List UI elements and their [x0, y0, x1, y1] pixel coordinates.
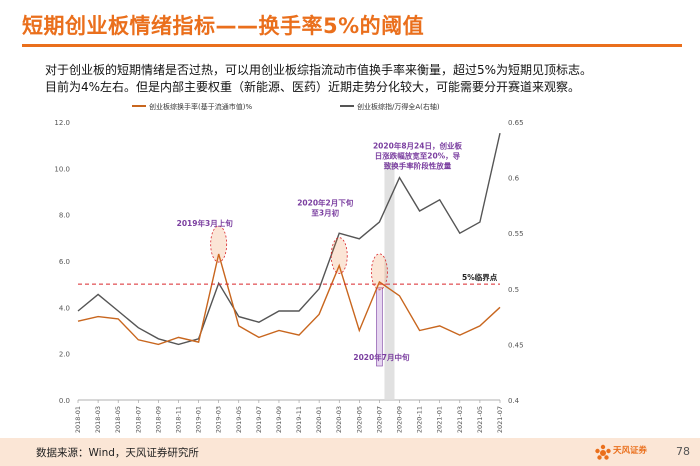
x-tick-label: 2019-05	[235, 406, 243, 433]
y-right-tick-label: 0.55	[508, 230, 524, 238]
legend-label-index: 创业板综指/万得全A(右轴)	[357, 102, 440, 111]
y-left-tick-label: 0.0	[59, 397, 70, 405]
x-tick-label: 2018-01	[74, 406, 82, 433]
description: 对于创业板的短期情绪是否过热，可以用创业板综指流动市值换手率来衡量，超过5%为短…	[45, 62, 675, 96]
annotation-text: 日涨跌幅放宽至20%，导	[375, 150, 461, 160]
x-tick-label: 2018-05	[114, 406, 122, 433]
x-tick-label: 2019-09	[275, 406, 283, 433]
y-left-tick-label: 2.0	[59, 351, 70, 359]
y-left-tick-label: 10.0	[54, 165, 70, 173]
y-left-tick-label: 12.0	[54, 119, 70, 127]
footer: 数据来源：Wind，天风证券研究所 天风证券 78	[0, 438, 700, 466]
description-line-1: 对于创业板的短期情绪是否过热，可以用创业板综指流动市值换手率来衡量，超过5%为短…	[45, 63, 593, 77]
x-tick-label: 2018-07	[134, 406, 142, 433]
legend-label-turnover: 创业板综换手率(基于流通市值)%	[149, 102, 252, 111]
page-number: 78	[676, 445, 690, 458]
x-tick-label: 2020-03	[335, 406, 343, 433]
x-tick-label: 2020-05	[355, 406, 363, 433]
x-tick-label: 2018-11	[174, 406, 182, 433]
y-left-tick-label: 4.0	[59, 304, 70, 312]
x-tick-label: 2018-03	[94, 406, 102, 433]
y-left-tick-label: 8.0	[59, 212, 70, 220]
x-tick-label: 2019-03	[215, 406, 223, 433]
line-turnover	[77, 253, 501, 346]
x-tick-label: 2021-05	[476, 406, 484, 433]
annotation-text: 2020年8月24日，创业板	[373, 140, 463, 150]
annotation-ellipse	[330, 237, 348, 275]
data-source: 数据来源：Wind，天风证券研究所	[36, 447, 199, 459]
annotation-ellipse	[210, 225, 228, 263]
threshold-label: 5%临界点	[462, 272, 498, 282]
y-right-tick-label: 0.5	[508, 286, 519, 294]
x-tick-label: 2019-11	[295, 406, 303, 433]
y-left-tick-label: 6.0	[59, 258, 70, 266]
annotation-text: 至3月初	[311, 208, 339, 218]
line-index-ratio	[77, 132, 501, 346]
y-right-tick-label: 0.65	[508, 119, 524, 127]
annotation-text: 2019年3月上旬	[177, 218, 234, 228]
x-tick-label: 2021-07	[496, 406, 504, 433]
description-line-2: 目前为4%左右。但是内部主要权重（新能源、医药）近期走势分化较大，可能需要分开赛…	[45, 80, 581, 94]
y-right-tick-label: 0.4	[508, 397, 520, 405]
x-tick-label: 2020-11	[416, 406, 424, 433]
x-tick-label: 2020-07	[375, 406, 383, 433]
turnover-chart: 0.0 2.0 4.0 6.0 8.0 10.0 12.0 0.4 0.45 0.5 0.55 0.6…	[54, 102, 524, 433]
company-logo: 天风证券	[594, 442, 654, 464]
annotation-ellipse	[371, 253, 388, 291]
logo-icon	[595, 444, 611, 460]
logo-text: 天风证券	[613, 446, 648, 456]
highlight-band-2020-08	[384, 162, 395, 400]
x-tick-label: 2019-01	[195, 406, 203, 433]
arrow-2020-07	[376, 287, 383, 367]
page-title: 短期创业板情绪指标——换手率5%的阈值	[22, 14, 425, 38]
y-right-tick-label: 0.45	[508, 341, 524, 349]
title-divider	[22, 44, 682, 47]
annotation-text: 2020年2月下旬	[297, 198, 354, 208]
x-tick-label: 2020-09	[396, 406, 404, 433]
x-tick-label: 2021-03	[456, 406, 464, 433]
x-tick-label: 2020-01	[315, 406, 323, 433]
annotation-text: 致换手率阶段性放量	[384, 160, 452, 170]
x-tick-label: 2019-07	[255, 406, 263, 433]
y-right-tick-label: 0.6	[508, 175, 520, 183]
annotation-text: 2020年7月中旬	[353, 352, 410, 362]
x-tick-label: 2018-09	[154, 406, 162, 433]
x-tick-label: 2021-01	[436, 406, 444, 433]
